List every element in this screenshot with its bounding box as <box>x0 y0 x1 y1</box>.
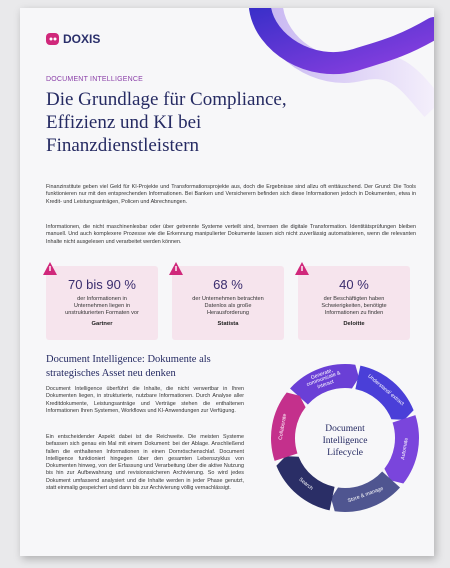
logo: DOXIS <box>63 32 101 46</box>
warning-mark <box>175 266 177 271</box>
kicker: DOCUMENT INTELLIGENCE <box>46 76 144 83</box>
stat-figure: 40 % <box>339 277 369 292</box>
lifecycle-segment <box>276 456 335 511</box>
stat-figure: 70 bis 90 % <box>68 277 136 292</box>
lifecycle-segment <box>331 471 400 512</box>
stat-card: 40 % der Beschäftigten haben Schwierigkei… <box>295 262 410 340</box>
lifecycle-segment <box>384 415 419 484</box>
warning-mark <box>301 266 303 271</box>
decoration <box>46 8 434 117</box>
stat-source: Gartner <box>91 321 113 327</box>
logo-eye <box>53 37 57 41</box>
blob <box>249 8 434 75</box>
stat-text: der Informationen in Unternehmen liegen … <box>65 296 139 316</box>
warning-icon <box>295 262 309 275</box>
stat-source: Deloitte <box>343 321 365 327</box>
paragraph: Document Intelligence überführt die Inha… <box>46 386 244 414</box>
section-heading: Document Intelligence: Dokumente als str… <box>46 354 211 379</box>
brochure: DOXIS DOCUMENT INTELLIGENCE Die Grundlag… <box>20 8 434 556</box>
lifecycle-center: Document Intelligence Lifecycle <box>322 424 368 458</box>
paragraph: Finanzinstitute geben viel Geld für KI-P… <box>46 184 416 205</box>
paragraph: Informationen, die nicht maschinenlesbar… <box>46 224 416 245</box>
lifecycle-segment <box>271 392 306 461</box>
stat-figure: 68 % <box>213 277 243 292</box>
stat-source: Statista <box>217 321 239 327</box>
lifecycle-diagram <box>271 364 419 512</box>
title: Die Grundlage für Compliance, Effizienz … <box>46 89 287 156</box>
warning-mark <box>49 266 51 271</box>
logo-eye <box>49 37 53 41</box>
stat-card: 70 bis 90 % der Informationen in Unterneh… <box>43 262 158 340</box>
lifecycle-segment <box>355 365 414 420</box>
warning-icon <box>43 262 57 275</box>
lifecycle-segment <box>290 364 359 405</box>
stat-text: der Beschäftigten haben Schwierigkeiten,… <box>321 296 387 316</box>
stat-text: der Unternehmen betrachten Datenlos als … <box>192 296 264 316</box>
warning-icon <box>169 262 183 275</box>
paragraph: Ein entscheidender Aspekt dabei ist die … <box>46 434 244 492</box>
stat-card: 68 % der Unternehmen betrachten Datenlos … <box>169 262 284 340</box>
